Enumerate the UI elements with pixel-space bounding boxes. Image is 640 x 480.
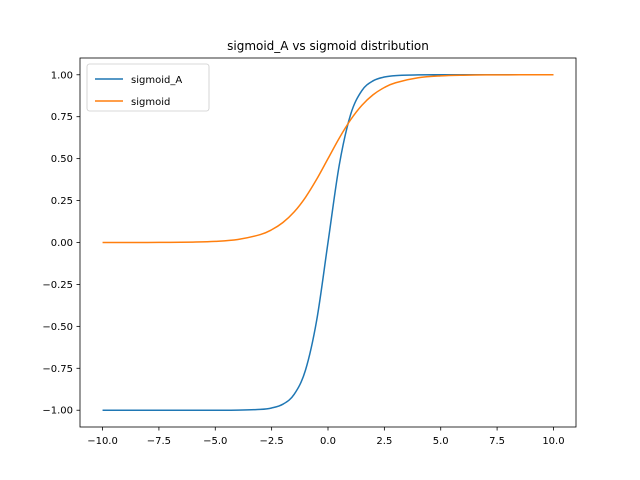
x-tick-label: 0.0 [320,436,336,447]
x-tick-label: −7.5 [147,436,171,447]
y-tick-label: 0.75 [51,112,73,123]
x-tick-label: −5.0 [203,436,227,447]
x-tick-label: 2.5 [376,436,392,447]
legend-label: sigmoid_A [131,75,182,86]
y-tick-label: 0.50 [51,154,73,165]
y-tick-label: −0.75 [42,364,73,375]
x-tick-label: −10.0 [87,436,118,447]
series-line-sigmoid [102,74,554,244]
x-tick-label: 10.0 [542,436,564,447]
x-tick-label: 5.0 [433,436,449,447]
y-tick-label: −0.25 [42,280,73,291]
y-tick-label: 0.25 [51,196,73,207]
chart-title: sigmoid_A vs sigmoid distribution [227,39,429,53]
legend-label: sigmoid [131,97,170,108]
y-tick-label: −0.50 [42,322,73,333]
legend-box [86,63,210,112]
x-tick-label: −2.5 [259,436,283,447]
y-tick-label: 1.00 [51,70,73,81]
y-tick-label: −1.00 [42,406,73,417]
y-tick-label: 0.00 [51,238,73,249]
x-tick-label: 7.5 [489,436,505,447]
series-layer [102,74,554,411]
axes-layer: −10.0 −7.5 −5.0 −2.5 0.0 2.5 5.0 7.5 10.0 −1.00 −0… [42,57,577,447]
